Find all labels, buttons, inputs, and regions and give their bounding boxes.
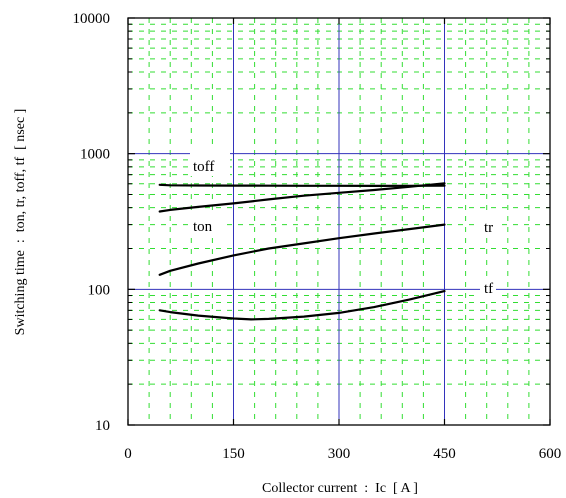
y-axis-label: Switching time : ton, tr, toff, tf [ nse… <box>13 109 28 336</box>
axis-ticks <box>127 17 551 426</box>
x-tick-label: 150 <box>222 446 245 462</box>
series-label-tr: tr <box>484 220 493 236</box>
series-label-tf: tf <box>484 281 493 297</box>
series-label-ton: ton <box>193 219 213 235</box>
series-line-ton <box>158 182 446 213</box>
x-tick-labels: 0 150 300 450 600 <box>124 446 561 462</box>
series-label-bg <box>190 214 224 236</box>
series-label-bg <box>480 214 502 236</box>
y-tick-label: 100 <box>88 282 111 298</box>
series-line-toff <box>158 183 446 187</box>
y-tick-label: 10 <box>95 418 110 434</box>
x-tick-label: 0 <box>124 446 132 462</box>
x-axis-label: Collector current : Ic [ A ] <box>262 481 418 496</box>
series-labels: toff ton tr tf <box>190 150 502 300</box>
y-tick-labels: 10 100 1000 10000 <box>73 11 111 434</box>
y-tick-label: 10000 <box>73 11 111 27</box>
curves <box>158 182 446 321</box>
x-tick-label: 300 <box>328 446 351 462</box>
series-line-tf <box>158 290 446 321</box>
series-label-toff: toff <box>193 159 214 175</box>
series-line-tr <box>158 223 446 276</box>
series-label-bg <box>480 276 496 300</box>
x-tick-label: 600 <box>539 446 562 462</box>
x-tick-label: 450 <box>433 446 456 462</box>
major-grid <box>128 18 550 425</box>
y-tick-label: 1000 <box>80 147 110 163</box>
series-label-bg <box>190 150 230 176</box>
